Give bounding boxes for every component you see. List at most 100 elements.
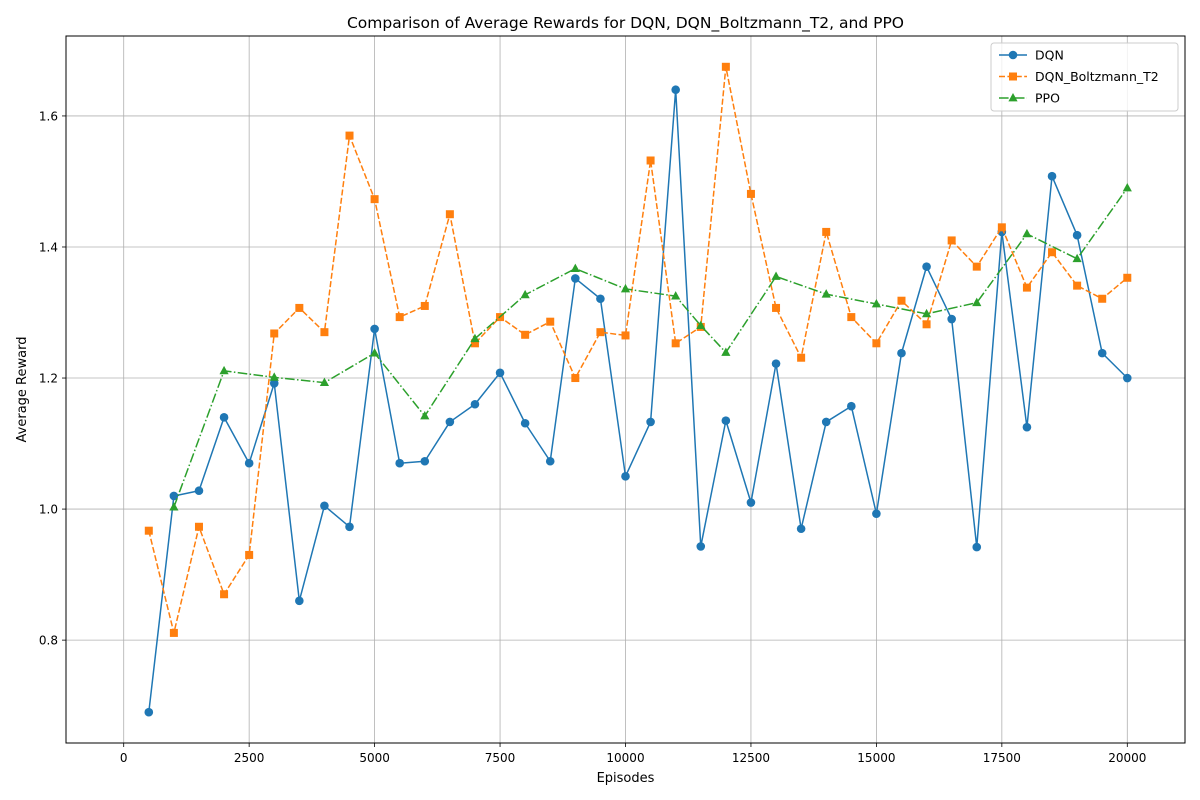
data-point bbox=[947, 314, 956, 324]
data-point bbox=[1022, 422, 1032, 432]
data-point bbox=[847, 401, 856, 411]
data-point bbox=[922, 262, 931, 271]
series-DQN bbox=[144, 85, 1132, 717]
data-point bbox=[1123, 273, 1132, 282]
data-point bbox=[521, 330, 530, 339]
legend-box bbox=[990, 42, 1179, 112]
data-point bbox=[620, 283, 631, 293]
data-point bbox=[245, 550, 254, 559]
data-point bbox=[721, 416, 731, 425]
data-point bbox=[194, 522, 203, 531]
data-point bbox=[144, 526, 153, 535]
data-point bbox=[646, 417, 655, 427]
data-point bbox=[570, 263, 580, 273]
data-point bbox=[1072, 230, 1082, 240]
data-point bbox=[144, 707, 154, 717]
data-point bbox=[470, 399, 480, 409]
data-point bbox=[872, 339, 881, 348]
data-point bbox=[721, 62, 730, 71]
data-point bbox=[520, 289, 530, 299]
data-point bbox=[1047, 171, 1057, 181]
data-point bbox=[169, 502, 179, 511]
data-point bbox=[495, 368, 505, 378]
x-tick-label: 7500 bbox=[485, 751, 516, 765]
data-point bbox=[571, 374, 580, 383]
data-point bbox=[972, 542, 982, 552]
y-tick-label: 1.4 bbox=[39, 240, 58, 254]
data-point bbox=[822, 227, 831, 236]
y-tick-label: 0.8 bbox=[39, 634, 58, 648]
data-point bbox=[546, 317, 555, 326]
data-point bbox=[997, 223, 1006, 232]
x-tick-label: 15000 bbox=[857, 751, 895, 765]
data-point bbox=[420, 411, 430, 420]
data-point bbox=[1022, 228, 1032, 238]
legend-label: DQN_Boltzmann_T2 bbox=[1035, 69, 1159, 84]
data-point bbox=[370, 195, 379, 204]
data-point bbox=[445, 417, 455, 427]
data-point bbox=[947, 236, 956, 245]
data-point bbox=[470, 339, 479, 348]
data-point bbox=[1073, 281, 1082, 290]
data-point bbox=[922, 320, 931, 329]
data-point bbox=[872, 509, 881, 518]
data-point bbox=[696, 542, 706, 551]
data-point bbox=[345, 131, 354, 140]
data-point bbox=[571, 274, 580, 283]
data-point bbox=[797, 353, 806, 362]
data-point bbox=[696, 320, 706, 330]
data-point bbox=[671, 85, 680, 95]
data-point bbox=[771, 271, 781, 280]
series-line bbox=[148, 88, 1128, 713]
legend-label: PPO bbox=[1035, 91, 1060, 106]
data-point bbox=[847, 313, 856, 322]
x-axis-label: Episodes bbox=[597, 771, 655, 786]
data-point bbox=[1072, 253, 1082, 263]
data-point bbox=[921, 308, 932, 318]
data-point bbox=[596, 328, 605, 337]
data-point bbox=[972, 262, 981, 271]
data-point bbox=[1048, 248, 1057, 257]
data-point bbox=[646, 156, 655, 165]
legend-entry: PPO bbox=[999, 91, 1060, 106]
data-point bbox=[345, 522, 354, 532]
data-point bbox=[470, 333, 480, 343]
data-point bbox=[821, 289, 831, 298]
data-point bbox=[244, 458, 254, 468]
x-tick-label: 2500 bbox=[234, 751, 265, 765]
y-tick-label: 1.0 bbox=[39, 503, 58, 517]
data-point bbox=[1097, 348, 1107, 358]
data-point bbox=[219, 365, 229, 375]
data-point bbox=[420, 456, 430, 466]
data-point bbox=[370, 348, 380, 357]
data-point bbox=[319, 377, 330, 387]
grid bbox=[66, 36, 1185, 743]
x-tick-label: 10000 bbox=[606, 751, 644, 765]
data-point bbox=[721, 347, 731, 356]
data-point bbox=[269, 372, 279, 381]
data-point bbox=[897, 296, 906, 305]
data-point bbox=[545, 456, 555, 466]
data-point bbox=[270, 329, 279, 338]
x-axis-ticks: 0 2500 5000 7500 10000 12500 15000 17500 20000 bbox=[120, 743, 1146, 765]
data-point bbox=[596, 294, 605, 304]
data-point bbox=[395, 313, 404, 322]
chart-title: Comparison of Average Rewards for DQN, D… bbox=[347, 14, 904, 33]
legend-marker bbox=[1008, 50, 1018, 60]
data-point bbox=[1122, 183, 1132, 192]
legend-entry: DQN_Boltzmann_T2 bbox=[999, 69, 1159, 84]
data-point bbox=[220, 590, 229, 599]
data-point bbox=[746, 189, 755, 198]
y-axis-ticks: 0.8 1.0 1.2 1.4 1.6 bbox=[39, 109, 66, 648]
data-point bbox=[1122, 373, 1132, 383]
data-point bbox=[320, 501, 329, 511]
data-point bbox=[169, 628, 178, 637]
data-point bbox=[1098, 294, 1107, 303]
data-point bbox=[219, 413, 229, 422]
data-point bbox=[821, 417, 831, 427]
data-point bbox=[972, 297, 982, 307]
data-point bbox=[395, 458, 404, 468]
data-point bbox=[169, 491, 179, 501]
